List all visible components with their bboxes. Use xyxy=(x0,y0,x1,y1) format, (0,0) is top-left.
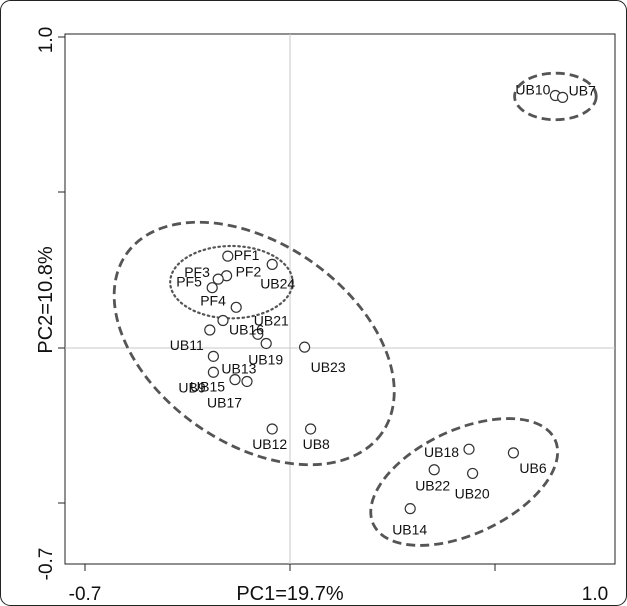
group-ellipse-3 xyxy=(513,71,598,122)
point-label-ub8: UB8 xyxy=(303,436,330,452)
group-ellipse-1 xyxy=(169,244,294,320)
group-ellipse-4 xyxy=(369,417,560,547)
point-label-ub14: UB14 xyxy=(392,522,427,538)
point-pf1 xyxy=(222,250,234,262)
axis-ticks xyxy=(58,36,496,571)
x-tick-label-left: -0.7 xyxy=(69,584,102,605)
point-label-ub6: UB6 xyxy=(519,460,546,476)
x-axis-title: PC1=19.7% xyxy=(236,583,344,605)
point-ub11 xyxy=(204,324,216,336)
point-ub12 xyxy=(266,423,278,435)
point-label-pf4: PF4 xyxy=(200,292,226,308)
point-label-ub24: UB24 xyxy=(260,275,295,291)
point-label-ub17: UB17 xyxy=(207,394,242,410)
point-label-ub9: UB9 xyxy=(178,379,205,395)
point-ub20 xyxy=(467,467,479,480)
point-pf4 xyxy=(230,301,242,313)
point-ub23 xyxy=(299,341,311,353)
groups-layer xyxy=(112,71,598,547)
point-label-pf1: PF1 xyxy=(234,247,260,263)
point-label-ub13: UB13 xyxy=(221,360,256,376)
point-ub22 xyxy=(428,464,440,476)
point-ub6 xyxy=(507,447,520,459)
point-pf5 xyxy=(206,282,218,294)
point-label-ub15: UB15 xyxy=(190,379,225,395)
point-ub19 xyxy=(260,337,272,350)
point-ub21 xyxy=(252,328,264,340)
y-tick-label-bottom: -0.7 xyxy=(36,548,57,581)
point-ub24 xyxy=(266,258,278,271)
group-ellipse-2 xyxy=(112,220,396,467)
y-tick-label-top: 1.0 xyxy=(36,27,57,53)
point-label-ub18: UB18 xyxy=(424,444,459,460)
point-label-ub11: UB11 xyxy=(170,337,204,353)
point-ub16 xyxy=(217,314,229,327)
y-axis-title: PC2=10.8% xyxy=(35,246,57,354)
point-label-pf5: PF5 xyxy=(176,274,202,290)
point-label-ub12: UB12 xyxy=(252,436,287,452)
point-ub18 xyxy=(463,443,475,455)
point-label-ub22: UB22 xyxy=(415,478,450,494)
point-label-pf3: PF3 xyxy=(184,264,210,280)
point-pf3 xyxy=(212,273,224,285)
point-label-ub21: UB21 xyxy=(254,312,289,328)
point-ub13 xyxy=(207,350,219,362)
point-label-ub23: UB23 xyxy=(311,359,346,375)
point-ub8 xyxy=(305,423,317,435)
point-label-ub7: UB7 xyxy=(569,82,596,98)
point-ub14 xyxy=(404,503,416,515)
point-ub17 xyxy=(241,375,253,388)
point-label-ub10: UB10 xyxy=(515,82,550,98)
point-ub15 xyxy=(229,374,241,386)
point-ub7 xyxy=(556,91,569,103)
point-label-ub20: UB20 xyxy=(455,485,490,501)
point-label-ub19: UB19 xyxy=(248,351,283,367)
point-label-ub16: UB16 xyxy=(229,321,264,337)
x-tick-label-right: 1.0 xyxy=(582,584,608,605)
point-label-pf2: PF2 xyxy=(236,264,262,280)
point-ub9 xyxy=(207,366,219,378)
plot-area xyxy=(64,33,616,565)
